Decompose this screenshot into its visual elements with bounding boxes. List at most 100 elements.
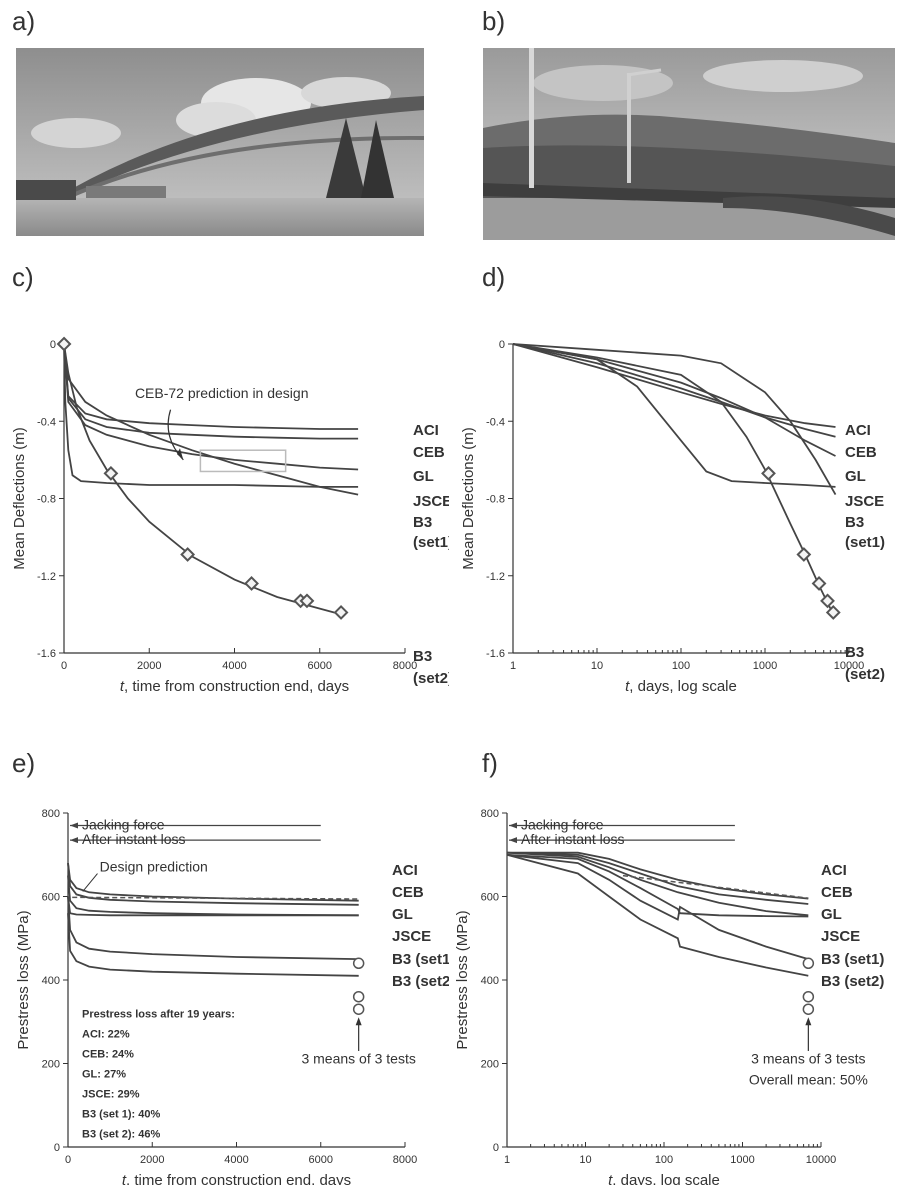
measured-point: [180, 547, 196, 562]
test-mean-point: [352, 957, 365, 970]
x-tick-label: 100: [655, 1154, 673, 1166]
arch-bridge-photo: [16, 48, 424, 236]
bridge-deck-photo: [483, 48, 895, 240]
jacking-force-label: Jacking force: [521, 817, 604, 833]
prestress-note-line: GL: 27%: [82, 1069, 126, 1081]
x-tick-label: 2000: [140, 1154, 164, 1166]
series-label-b3-set2-: B3 (set2): [392, 973, 449, 990]
y-tick-label: 0: [50, 339, 56, 351]
series-line-jsce: [512, 343, 836, 488]
tests-label: 3 means of 3 tests: [751, 1051, 865, 1067]
prestress-note-line: B3 (set 2): 46%: [82, 1129, 160, 1141]
jacking-force-label: Jacking force: [82, 817, 165, 833]
series-line-b3-set2-: [506, 853, 809, 977]
series-line-aci: [67, 862, 359, 902]
x-axis-label-text: , time from construction end, days: [124, 678, 349, 695]
test-mean-point: [802, 990, 815, 1003]
design-prediction-label: Design prediction: [100, 858, 208, 874]
x-tick-label: 10: [591, 660, 603, 672]
prestress-note-line: CEB: 24%: [82, 1049, 134, 1061]
chart-c: 0 -0.4 -0.8 -1.2 -1.6 0 2000 4000 6000 8000 Mean D…: [11, 336, 449, 695]
x-tick-label: 10000: [806, 1154, 837, 1166]
series-label-ceb: CEB: [845, 444, 877, 461]
y-tick-label: -0.8: [486, 494, 505, 506]
series-label-aci: ACI: [821, 862, 847, 879]
measured-point: [56, 336, 72, 352]
y-tick-label: -1.2: [37, 571, 56, 583]
series-label-gl: GL: [845, 468, 866, 485]
annotation-arrowhead: [176, 448, 184, 460]
after-instant-loss-label: After instant loss: [521, 831, 625, 847]
after-instant-loss-label: After instant loss: [82, 831, 186, 847]
y-tick-label: -0.8: [37, 494, 56, 506]
x-tick-label: 1: [504, 1154, 510, 1166]
y-tick-label: -0.4: [37, 416, 56, 428]
series-line-b3-set2-: [512, 343, 835, 615]
x-tick-label: 1000: [730, 1154, 754, 1166]
y-tick-label: 400: [481, 975, 499, 987]
x-tick-label: 8000: [393, 1154, 417, 1166]
chart-d: 0 -0.4 -0.8 -1.2 -1.6 1 10 100 1000 10000 Mean Def…: [460, 339, 885, 695]
x-tick-label: 4000: [224, 1154, 248, 1166]
x-tick-label: 0: [61, 660, 67, 672]
series-line-b3-set1-: [512, 343, 837, 496]
measured-point: [244, 576, 259, 591]
after-instant-loss-arrowhead: [509, 837, 517, 844]
x-axis-label-text: , days, log scale: [629, 678, 737, 695]
y-tick-label: 800: [42, 808, 60, 820]
measured-point: [103, 465, 119, 481]
x-axis-label: t, time from construction end, days: [122, 1172, 351, 1185]
y-tick-label: 800: [481, 808, 499, 820]
series-label-aci: ACI: [392, 862, 418, 879]
series-line-aci: [512, 343, 836, 428]
x-tick-label: 10000: [834, 660, 865, 672]
panel-label-c: c): [12, 262, 34, 292]
after-instant-loss-arrowhead: [70, 837, 78, 844]
series-label-ceb: CEB: [413, 444, 445, 461]
series-label-b3-set1--0: B3: [413, 514, 432, 531]
series-line-b3-set1-: [506, 853, 809, 960]
y-axis-label: Mean Deflections (m): [460, 427, 477, 570]
panel-label-a: a): [12, 6, 36, 36]
test-mean-point: [802, 1003, 815, 1015]
series-label-b3-set1-: B3 (set1): [821, 951, 884, 968]
series-line-b3-set1-: [63, 343, 359, 496]
y-tick-label: -0.4: [486, 416, 505, 428]
series-line-b3-set1-: [67, 896, 359, 960]
jacking-force-arrowhead: [70, 822, 78, 829]
design-prediction-line: [622, 874, 809, 899]
series-line-gl: [512, 343, 836, 457]
y-tick-label: 0: [499, 339, 505, 351]
x-axis-label-var: t: [608, 1172, 613, 1185]
panel-label-e: e): [12, 748, 36, 778]
prestress-note-line: JSCE: 29%: [82, 1089, 140, 1101]
y-tick-label: 600: [481, 892, 499, 904]
series-label-b3-set1--1: (set1): [845, 534, 885, 551]
y-tick-label: 600: [42, 892, 60, 904]
tests-label: 3 means of 3 tests: [301, 1051, 415, 1067]
x-axis-label: t, time from construction end, days: [120, 678, 349, 695]
series-label-gl: GL: [413, 468, 434, 485]
x-axis-label-var: t: [122, 1172, 127, 1185]
y-tick-label: -1.6: [486, 648, 505, 660]
series-label-gl: GL: [821, 906, 842, 923]
measured-point: [811, 576, 827, 591]
measured-point: [761, 465, 776, 481]
y-axis-label: Prestress loss (MPa): [454, 910, 471, 1049]
series-label-b3-set1-: B3 (set1): [392, 951, 449, 968]
prestress-note-title: Prestress loss after 19 years:: [82, 1009, 235, 1021]
x-axis-label: t, days, log scale: [625, 678, 737, 695]
y-tick-label: -1.6: [37, 648, 56, 660]
x-tick-label: 6000: [308, 660, 332, 672]
series-label-aci: ACI: [413, 422, 439, 439]
x-tick-label: 1: [510, 660, 516, 672]
test-mean-point: [352, 1003, 365, 1015]
series-label-b3-set2--0: B3: [413, 648, 432, 665]
series-line-jsce: [67, 896, 359, 917]
chart-f: 0 200 400 600 800 1 10 100 1000 10000 Prestress lo…: [454, 808, 884, 1185]
x-axis-label-var: t: [625, 678, 630, 695]
x-tick-label: 2000: [137, 660, 161, 672]
y-axis-label: Mean Deflections (m): [11, 427, 28, 570]
test-mean-point: [802, 957, 815, 970]
x-axis-label-text: , days, log scale: [612, 1172, 720, 1185]
